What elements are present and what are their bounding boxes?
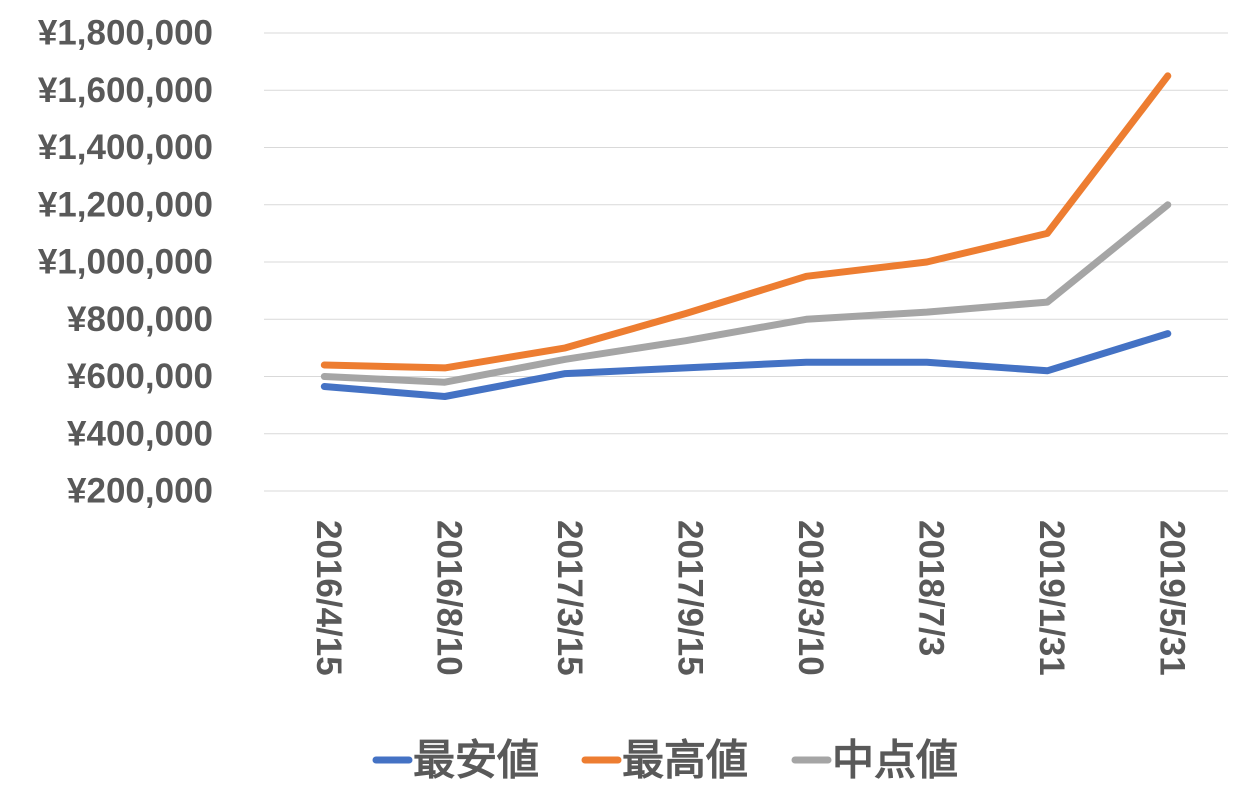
y-axis-tick-labels: ¥1,800,000 ¥1,600,000 ¥1,400,000 ¥1,200,000… <box>38 14 213 511</box>
x-tick-label: 2019/1/31 <box>1032 520 1071 676</box>
x-tick-label: 2017/9/15 <box>670 520 709 676</box>
x-tick-label: 2018/3/10 <box>791 520 830 676</box>
y-tick-label: ¥1,200,000 <box>38 185 213 224</box>
series-line-1 <box>320 330 1172 400</box>
series-line-2 <box>320 72 1172 372</box>
y-tick-label: ¥1,800,000 <box>38 14 213 53</box>
legend-label: 最高値 <box>622 736 748 785</box>
x-tick-label: 2016/4/15 <box>309 520 348 676</box>
x-tick-label: 2017/3/15 <box>550 520 589 676</box>
series-line-3 <box>320 201 1172 386</box>
legend-label: 中点値 <box>832 736 958 785</box>
gridlines <box>264 32 1228 492</box>
y-tick-label: ¥800,000 <box>67 300 213 339</box>
legend: 最安値 最高値 中点値 <box>372 736 958 785</box>
legend-label: 最安値 <box>413 736 539 785</box>
y-tick-label: ¥400,000 <box>67 414 213 453</box>
y-tick-label: ¥200,000 <box>67 472 213 511</box>
series-lines <box>320 72 1172 400</box>
y-tick-label: ¥600,000 <box>67 357 213 396</box>
y-tick-label: ¥1,600,000 <box>38 71 213 110</box>
x-tick-label: 2019/5/31 <box>1152 520 1191 676</box>
x-tick-label: 2016/8/10 <box>429 520 468 676</box>
x-axis-tick-labels: 2016/4/15 2016/8/10 2017/3/15 2017/9/15 2018… <box>309 520 1192 676</box>
y-tick-label: ¥1,400,000 <box>38 128 213 167</box>
y-tick-label: ¥1,000,000 <box>38 243 213 282</box>
x-tick-label: 2018/7/3 <box>911 520 950 656</box>
